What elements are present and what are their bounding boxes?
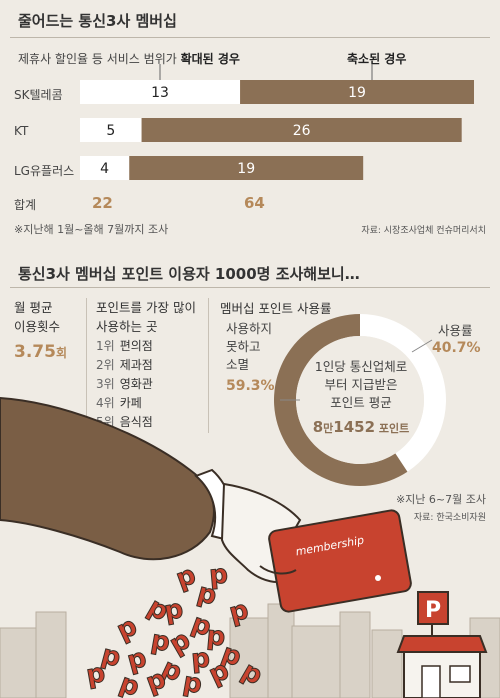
category-label: SK텔레콤 (14, 88, 63, 102)
finger (259, 565, 297, 575)
used-value: 40.7% (432, 340, 481, 356)
used-pointer (411, 339, 433, 353)
top-places-title: 포인트를 가장 많이 사용하는 곳 (96, 298, 196, 336)
section1-title: 줄어드는 통신3사 멤버십 (18, 12, 177, 30)
falling-p-letter: p (190, 643, 211, 675)
total-expanded: 22 (92, 194, 113, 212)
donut-slice-used (360, 314, 446, 472)
section1-source: 자료: 시장조사업체 컨슈머리서치 (361, 226, 486, 236)
list-item: 2위 제과점 (96, 356, 153, 375)
list-item: 1위 편의점 (96, 337, 153, 356)
falling-p-letter: p (84, 658, 108, 691)
falling-p-letter: p (208, 559, 229, 591)
section2-source: 자료: 한국소비자원 (413, 513, 486, 523)
list-item: 3위 영화관 (96, 375, 153, 394)
bar-expanded (80, 80, 241, 104)
place-name: 음식점 (119, 415, 153, 429)
section2-title: 통신3사 멤버십 포인트 이용자 1000명 조사해보니… (18, 265, 360, 283)
shop-sign: P (425, 598, 441, 623)
unused-value: 59.3% (226, 378, 275, 394)
list-item: 4위 카페 (96, 394, 153, 413)
legend-expanded: 제휴사 할인율 등 서비스 범위가 확대된 경우 (18, 50, 240, 67)
bar-reduced (240, 80, 474, 104)
place-name: 영화관 (119, 377, 153, 391)
legend-expanded-bold: 확대된 경우 (180, 52, 240, 66)
donut-center-text: 1인당 통신업체로 부터 지급받은 포인트 평균 (296, 358, 426, 412)
total-reduced: 64 (244, 194, 265, 212)
monthly-usage-number: 3.75 (14, 342, 56, 362)
rank: 4위 (96, 396, 115, 410)
shop-icon (396, 591, 488, 698)
place-name: 카페 (119, 396, 142, 410)
falling-p-letter: p (116, 668, 144, 698)
bar-expanded (80, 156, 130, 180)
section1-note: ※지난해 1월~올해 7월까지 조사 (14, 223, 169, 236)
rank: 2위 (96, 358, 115, 372)
divider (10, 37, 490, 38)
column-divider (208, 298, 209, 433)
column-divider (86, 298, 87, 433)
section2-note: ※지난 6~7월 조사 (395, 493, 486, 506)
center-value-d: 포인트 (375, 422, 410, 435)
falling-p-letter: p (172, 560, 200, 595)
falling-p-letter: p (149, 625, 173, 658)
center-value: 8만1452 포인트 (296, 417, 426, 436)
rank: 1위 (96, 339, 115, 353)
place-name: 편의점 (119, 339, 153, 353)
divider (10, 287, 490, 288)
bar-label-expanded: 5 (106, 123, 115, 139)
place-name: 제과점 (119, 358, 153, 372)
bar-expanded (80, 118, 142, 142)
category-label: KT (14, 124, 29, 138)
top-places-title-line2: 사용하는 곳 (96, 319, 158, 334)
center-line1: 1인당 통신업체로 (314, 359, 408, 374)
bar-label-expanded: 13 (151, 85, 169, 101)
city-skyline (0, 603, 500, 698)
center-line3: 포인트 평균 (330, 395, 392, 410)
bar-label-reduced: 19 (237, 161, 255, 177)
totals-label: 합계 (14, 198, 37, 212)
stacked-bar-chart: 13 19 5 26 4 19 (80, 64, 474, 180)
used-label: 사용률 (438, 323, 473, 338)
unused-label-line2: 못하고 (226, 339, 261, 354)
center-value-a: 8 (312, 418, 324, 436)
monthly-usage-title: 월 평균 이용횟수 (14, 298, 60, 336)
membership-card (268, 509, 412, 613)
falling-p-letter: p (205, 621, 226, 653)
donut-hole (296, 336, 424, 464)
unused-label: 사용하지 못하고 소멸 (226, 320, 272, 374)
top-places-list: 1위 편의점 2위 제과점 3위 영화관 4위 카페 5위 음식점 (96, 337, 153, 432)
monthly-usage-value: 3.75회 (14, 342, 67, 362)
unused-label-line1: 사용하지 (226, 321, 273, 336)
center-value-b: 만 (323, 422, 334, 435)
donut-slice-unused (274, 314, 408, 486)
sleeve (0, 396, 215, 561)
legend-reduced: 축소된 경우 (347, 52, 407, 66)
bar-reduced (129, 156, 364, 180)
bar-label-expanded: 4 (100, 161, 109, 177)
center-line2: 부터 지급받은 (324, 377, 398, 392)
center-value-c: 1452 (333, 418, 376, 436)
usage-rate-title: 멤버십 포인트 사용률 (220, 301, 332, 316)
unused-label-line3: 소멸 (226, 357, 250, 372)
bar-label-reduced: 26 (293, 123, 311, 139)
falling-p-letter: p (112, 611, 142, 646)
bar-reduced (141, 118, 462, 142)
falling-p-letter: p (162, 594, 186, 627)
top-places-title-line1: 포인트를 가장 많이 (96, 300, 196, 315)
monthly-usage-title-line1: 월 평균 (14, 300, 53, 315)
bar-label-reduced: 19 (348, 85, 366, 101)
monthly-usage-title-line2: 이용횟수 (14, 319, 61, 334)
legend-expanded-prefix: 제휴사 할인율 등 서비스 범위가 (18, 52, 181, 66)
falling-p-letter: p (181, 667, 205, 698)
monthly-usage-unit: 회 (55, 346, 67, 360)
rank: 3위 (96, 377, 115, 391)
category-label: LG유플러스 (14, 164, 75, 178)
